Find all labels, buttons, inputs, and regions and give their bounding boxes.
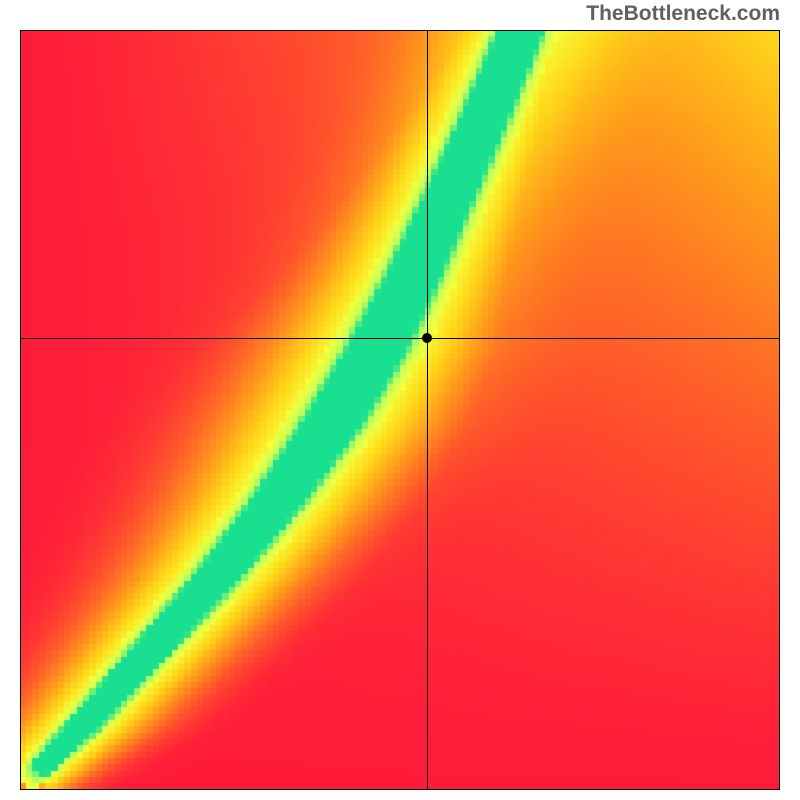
watermark-text: TheBottleneck.com xyxy=(586,2,780,26)
heatmap-canvas xyxy=(20,30,780,790)
heatmap-plot xyxy=(20,30,780,790)
chart-container: TheBottleneck.com xyxy=(0,0,800,800)
